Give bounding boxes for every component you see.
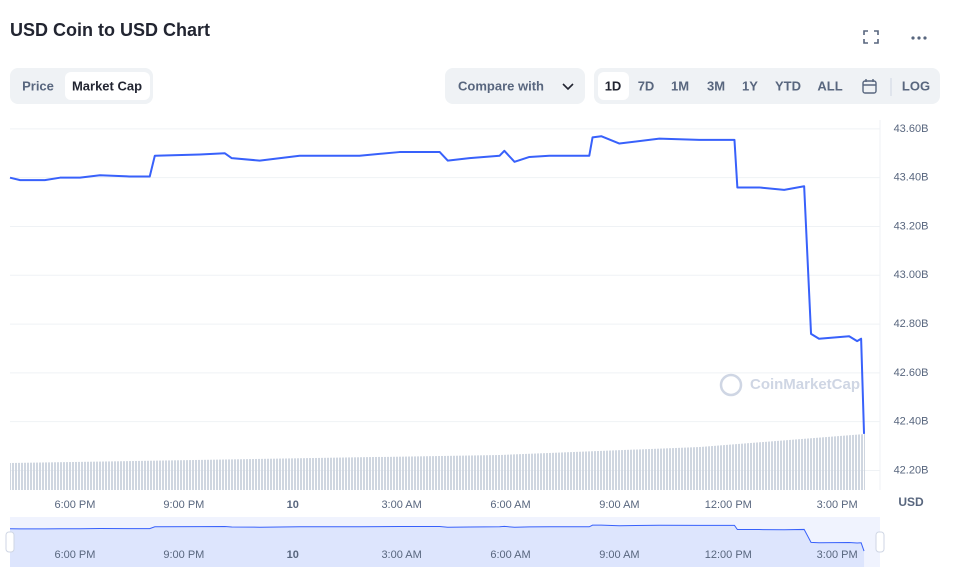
watermark-logo bbox=[719, 373, 743, 397]
navigator-handle[interactable] bbox=[5, 531, 15, 553]
navigator-tick-label: 3:00 PM bbox=[817, 549, 858, 561]
range-button[interactable]: 1M bbox=[671, 78, 689, 93]
compare-label: Compare with bbox=[458, 78, 544, 93]
navigator-tick-label: 12:00 PM bbox=[705, 549, 752, 561]
x-tick-label: 3:00 AM bbox=[381, 499, 421, 511]
series-line bbox=[9, 135, 866, 434]
range-group bbox=[594, 68, 940, 104]
navigator-handle[interactable] bbox=[875, 531, 885, 553]
tab[interactable]: Market Cap bbox=[72, 78, 142, 93]
tab-active bbox=[65, 72, 150, 100]
currency-label: USD bbox=[898, 495, 924, 509]
y-tick-label: 42.80B bbox=[894, 318, 929, 330]
range-button[interactable]: 1D bbox=[605, 78, 622, 93]
compare-dropdown[interactable] bbox=[445, 68, 585, 104]
navigator-tick-label: 9:00 AM bbox=[599, 549, 639, 561]
x-tick-label: 9:00 AM bbox=[599, 499, 639, 511]
y-tick-label: 42.20B bbox=[894, 464, 929, 476]
chevron bbox=[562, 83, 574, 91]
y-tick-label: 42.40B bbox=[894, 416, 929, 428]
navigator-tick-label: 3:00 AM bbox=[381, 549, 421, 561]
tab[interactable]: Price bbox=[22, 78, 54, 93]
watermark: CoinMarketCap bbox=[750, 376, 860, 393]
range-button[interactable]: 3M bbox=[707, 78, 725, 93]
x-tick-label: 6:00 PM bbox=[54, 499, 95, 511]
x-tick-label: 9:00 PM bbox=[163, 499, 204, 511]
range-active bbox=[598, 72, 629, 100]
y-tick-label: 43.00B bbox=[894, 269, 929, 281]
fullscreen-icon[interactable] bbox=[863, 30, 879, 44]
x-tick-label: 10 bbox=[287, 499, 299, 511]
navigator-area bbox=[10, 525, 865, 567]
x-tick-label: 3:00 PM bbox=[817, 499, 858, 511]
navigator-tick-label: 6:00 AM bbox=[490, 549, 530, 561]
navigator-tick-label: 10 bbox=[287, 549, 299, 561]
x-tick-label: 6:00 AM bbox=[490, 499, 530, 511]
range-button[interactable]: ALL bbox=[817, 78, 842, 93]
navigator-line bbox=[9, 524, 865, 552]
navigator-tick-label: 9:00 PM bbox=[163, 549, 204, 561]
y-tick-label: 43.40B bbox=[894, 172, 929, 184]
x-tick-label: 12:00 PM bbox=[705, 499, 752, 511]
title: USD Coin to USD Chart bbox=[10, 20, 210, 40]
y-tick-label: 42.60B bbox=[894, 367, 929, 379]
range-button[interactable]: YTD bbox=[775, 78, 801, 93]
range-button[interactable]: 7D bbox=[638, 78, 655, 93]
volume-bars bbox=[10, 434, 865, 490]
y-tick-label: 43.20B bbox=[894, 220, 929, 232]
log-button[interactable]: LOG bbox=[902, 78, 930, 93]
more-icon[interactable] bbox=[911, 36, 927, 40]
y-tick-label: 43.60B bbox=[894, 123, 929, 135]
navigator-tick-label: 6:00 PM bbox=[54, 549, 95, 561]
range-button[interactable]: 1Y bbox=[742, 78, 758, 93]
calendar-icon[interactable] bbox=[862, 79, 877, 94]
